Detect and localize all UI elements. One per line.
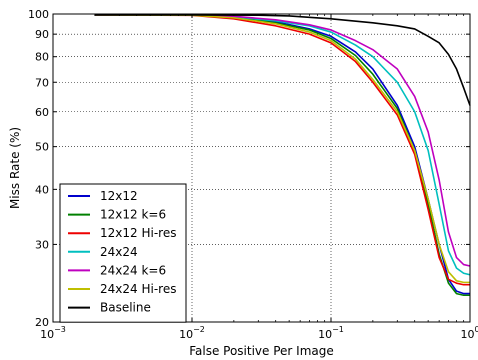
x-tick-label: 10−2 (179, 325, 205, 341)
y-tick-label: 70 (35, 76, 49, 89)
plot-frame (52, 13, 471, 323)
axis-ticks: 10−3 10−2 10−1 100 20 30 40 50 60 70 80 90 100 (28, 8, 478, 341)
x-tick-label: 10−3 (40, 325, 66, 341)
legend-label: Baseline (100, 301, 151, 315)
series-line (94, 14, 470, 286)
y-tick-label: 30 (35, 238, 49, 251)
x-tick-label: 100 (460, 325, 478, 341)
legend-label: 24x24 Hi-res (100, 282, 176, 296)
y-tick-label: 50 (35, 141, 49, 154)
legend-label: 12x12 (100, 189, 138, 203)
y-tick-label: 100 (28, 8, 49, 21)
y-tick-label: 80 (35, 51, 49, 64)
y-tick-label: 90 (35, 28, 49, 41)
y-axis-label: Miss Rate (%) (8, 127, 22, 209)
x-axis-label: False Positive Per Image (189, 344, 334, 358)
legend-box (59, 183, 187, 323)
y-tick-label: 20 (35, 316, 49, 329)
series-line (94, 14, 471, 106)
x-tick-label: 10−1 (318, 325, 344, 341)
legend-label: 12x12 k=6 (100, 208, 166, 222)
legend-label: 24x24 (100, 245, 138, 259)
series-line (94, 14, 471, 267)
series-lines (94, 14, 471, 297)
legend-label: 12x12 Hi-res (100, 226, 176, 240)
series-line (94, 14, 470, 284)
y-tick-label: 60 (35, 106, 49, 119)
legend: 12x12 12x12 k=6 12x12 Hi-res 24x24 24x24 k=6… (59, 183, 187, 323)
y-tick-label: 40 (35, 183, 49, 196)
legend-label: 24x24 k=6 (100, 263, 166, 277)
